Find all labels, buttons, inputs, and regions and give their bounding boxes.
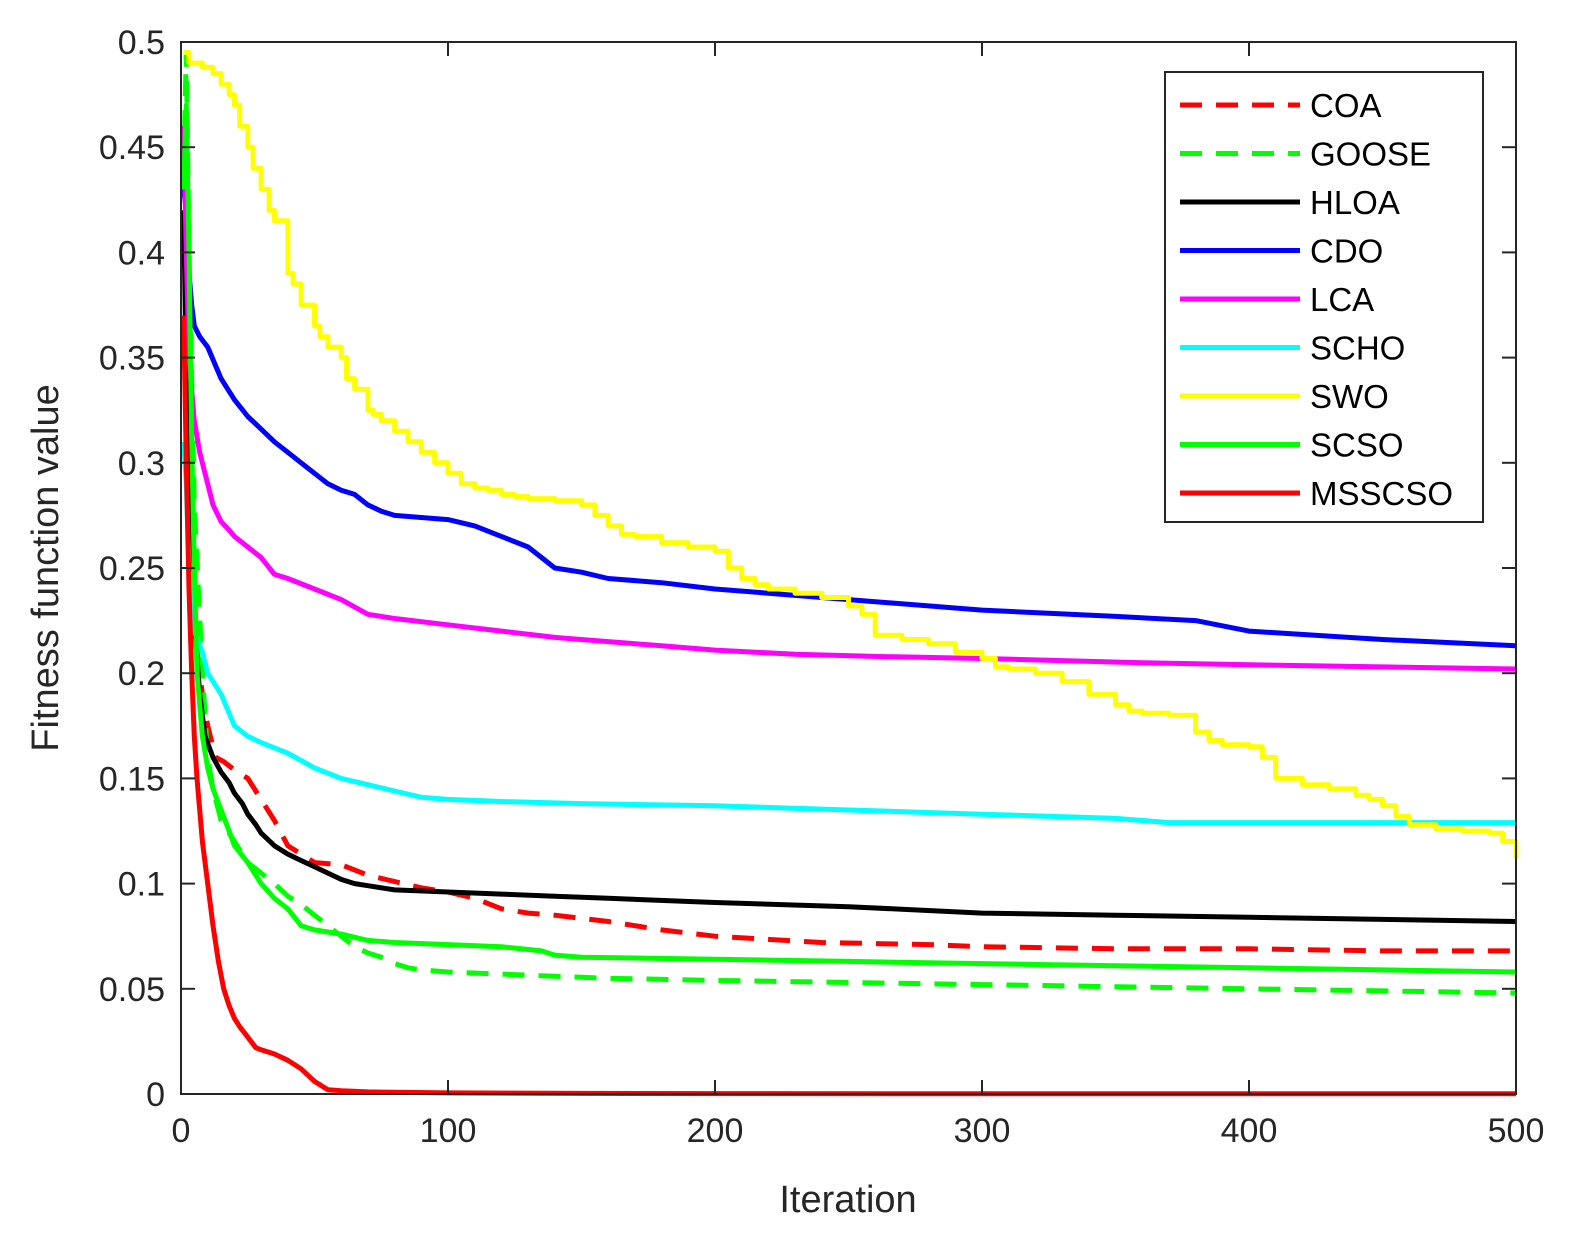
legend: COA GOOSE HLOA CDO LCA SCHO SWO SCSO MSSCSO	[1164, 71, 1484, 523]
y-axis-label: Fitness function value	[25, 384, 67, 752]
series-line-scso	[181, 102, 1517, 975]
series-line-coa	[181, 325, 1516, 954]
x-tick-label: 300	[954, 1112, 1011, 1150]
axis-ticks: 0 100 200 300 400 500 0 0.05 0.1 0.15 0.2 0.25 0.3 0.…	[99, 24, 1545, 1150]
x-tick-label: 500	[1488, 1112, 1545, 1150]
x-tick-label: 0	[172, 1112, 191, 1150]
y-tick-label: 0.1	[118, 866, 165, 904]
series-line-hloa	[181, 210, 1517, 924]
series-line-cdo	[181, 188, 1517, 649]
y-tick-label: 0.3	[118, 445, 165, 483]
y-tick-label: 0.05	[99, 971, 165, 1009]
legend-label-scso: SCSO	[1310, 427, 1404, 464]
series-line-lca	[181, 126, 1517, 672]
legend-label-scho: SCHO	[1310, 330, 1405, 367]
y-tick-label: 0.15	[99, 760, 165, 798]
y-tick-label: 0.2	[118, 655, 165, 693]
legend-label-swo: SWO	[1310, 378, 1389, 415]
x-tick-label: 400	[1221, 1112, 1278, 1150]
y-tick-label: 0	[146, 1076, 165, 1114]
legend-label-hloa: HLOA	[1310, 184, 1400, 221]
series-line-scho	[181, 441, 1516, 826]
legend-label-msscso: MSSCSO	[1310, 475, 1453, 512]
x-tick-label: 200	[687, 1112, 744, 1150]
legend-label-goose: GOOSE	[1310, 136, 1431, 173]
series-line-msscso	[181, 315, 1516, 1097]
legend-label-lca: LCA	[1310, 281, 1374, 318]
y-tick-label: 0.25	[99, 550, 165, 588]
series-line-swo	[183, 50, 1519, 859]
x-tick-label: 100	[420, 1112, 477, 1150]
y-tick-label: 0.4	[118, 234, 165, 272]
y-tick-label: 0.35	[99, 340, 165, 378]
x-axis-label: Iteration	[779, 1179, 916, 1221]
legend-label-cdo: CDO	[1310, 233, 1383, 270]
y-tick-label: 0.5	[118, 24, 165, 62]
legend-label-coa: COA	[1310, 87, 1382, 124]
y-tick-label: 0.45	[99, 129, 165, 167]
plot-lines	[181, 50, 1519, 1097]
